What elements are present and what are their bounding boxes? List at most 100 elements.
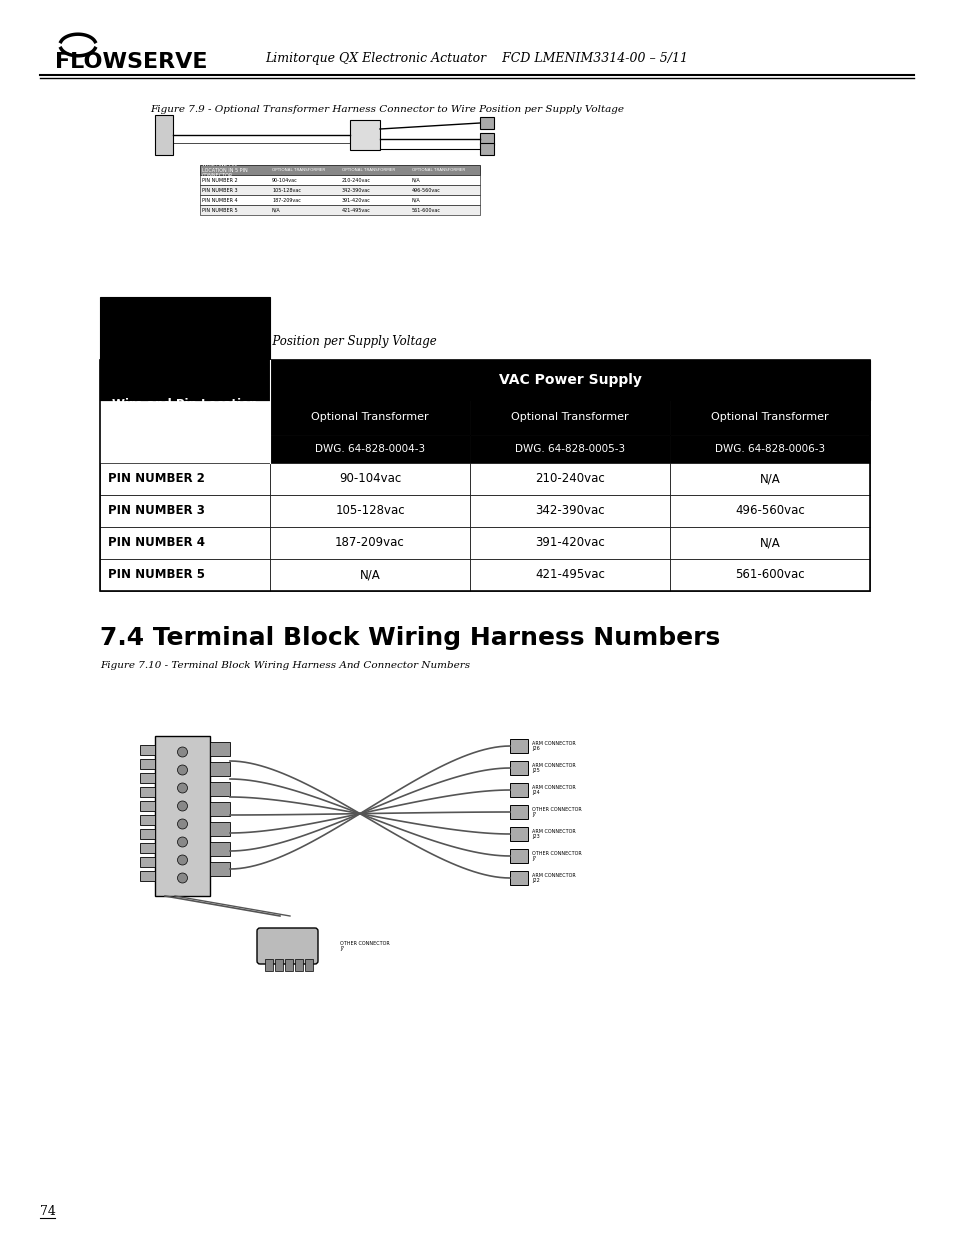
Bar: [305, 960, 313, 971]
Bar: [200, 175, 479, 185]
Bar: [100, 495, 270, 527]
Text: VAC Power Supply: VAC Power Supply: [498, 373, 640, 387]
Bar: [140, 815, 154, 825]
Bar: [210, 782, 230, 797]
Text: OPTIONAL TRANSFORMER: OPTIONAL TRANSFORMER: [341, 168, 395, 172]
Text: PIN NUMBER 2: PIN NUMBER 2: [108, 473, 205, 485]
Bar: [285, 960, 293, 971]
Text: PIN NUMBER 3: PIN NUMBER 3: [202, 188, 237, 193]
Bar: [479, 143, 494, 156]
Text: WIRE AND PIN
LOCATION IN 5 PIN
CONNECTOR: WIRE AND PIN LOCATION IN 5 PIN CONNECTOR: [202, 162, 248, 178]
Text: OTHER CONNECTOR
J?: OTHER CONNECTOR J?: [532, 851, 581, 861]
Bar: [510, 805, 527, 819]
Text: Limitorque QX Electronic Actuator    FCD LMENIM3314-00 – 5/11: Limitorque QX Electronic Actuator FCD LM…: [265, 52, 688, 65]
Bar: [350, 120, 379, 149]
Text: Optional Transformer: Optional Transformer: [511, 412, 628, 422]
Text: 421-495vac: 421-495vac: [341, 207, 371, 212]
Bar: [100, 359, 869, 592]
Text: 342-390vac: 342-390vac: [341, 188, 371, 193]
Text: N/A: N/A: [412, 198, 420, 203]
Bar: [210, 862, 230, 876]
Bar: [470, 559, 669, 592]
Bar: [100, 296, 270, 400]
Text: 561-600vac: 561-600vac: [735, 568, 804, 582]
Text: PIN NUMBER 4: PIN NUMBER 4: [108, 536, 205, 550]
Bar: [669, 495, 869, 527]
Circle shape: [177, 802, 188, 811]
Bar: [210, 762, 230, 776]
Bar: [669, 527, 869, 559]
Bar: [470, 495, 669, 527]
Text: 421-495vac: 421-495vac: [535, 568, 604, 582]
Bar: [200, 195, 479, 205]
Bar: [270, 435, 470, 463]
Text: 561-600vac: 561-600vac: [412, 207, 440, 212]
Bar: [154, 115, 172, 156]
Text: 496-560vac: 496-560vac: [735, 505, 804, 517]
Bar: [140, 857, 154, 867]
Text: N/A: N/A: [359, 568, 380, 582]
Bar: [510, 761, 527, 776]
Text: ARM CONNECTOR
J25: ARM CONNECTOR J25: [532, 762, 576, 773]
Text: OTHER CONNECTOR
J?: OTHER CONNECTOR J?: [339, 941, 390, 951]
Bar: [270, 527, 470, 559]
Bar: [510, 871, 527, 885]
Bar: [140, 829, 154, 839]
Text: DWG. 64-828-0006-3: DWG. 64-828-0006-3: [714, 445, 824, 454]
Bar: [294, 960, 303, 971]
Bar: [140, 844, 154, 853]
Text: PIN NUMBER 3: PIN NUMBER 3: [108, 505, 205, 517]
Text: OTHER CONNECTOR
J?: OTHER CONNECTOR J?: [532, 806, 581, 818]
Bar: [200, 185, 479, 195]
Text: 210-240vac: 210-240vac: [535, 473, 604, 485]
Bar: [510, 739, 527, 753]
Text: N/A: N/A: [759, 473, 780, 485]
Text: ARM CONNECTOR
J26: ARM CONNECTOR J26: [532, 741, 576, 751]
Bar: [200, 165, 479, 175]
Text: 342-390vac: 342-390vac: [535, 505, 604, 517]
Bar: [669, 463, 869, 495]
Bar: [270, 400, 470, 435]
Bar: [669, 559, 869, 592]
FancyBboxPatch shape: [256, 927, 317, 965]
Bar: [265, 960, 273, 971]
Text: Optional Transformer: Optional Transformer: [710, 412, 828, 422]
Text: N/A: N/A: [412, 178, 420, 183]
Bar: [470, 400, 669, 435]
Bar: [270, 463, 470, 495]
Text: N/A: N/A: [272, 207, 280, 212]
Bar: [210, 742, 230, 756]
Text: 90-104vac: 90-104vac: [272, 178, 297, 183]
Bar: [210, 823, 230, 836]
Text: 7.4 Terminal Block Wiring Harness Numbers: 7.4 Terminal Block Wiring Harness Number…: [100, 626, 720, 650]
Text: N/A: N/A: [759, 536, 780, 550]
Bar: [669, 435, 869, 463]
Bar: [140, 871, 154, 881]
Text: FLOWSERVE: FLOWSERVE: [55, 52, 208, 72]
Bar: [510, 827, 527, 841]
Text: Table 7.1 Connector to Wire Position per Supply Voltage: Table 7.1 Connector to Wire Position per…: [100, 335, 436, 348]
Bar: [479, 133, 494, 144]
Bar: [210, 802, 230, 816]
Bar: [140, 760, 154, 769]
Text: 391-420vac: 391-420vac: [341, 198, 371, 203]
Bar: [100, 559, 270, 592]
Circle shape: [177, 873, 188, 883]
Circle shape: [177, 764, 188, 776]
Text: 496-560vac: 496-560vac: [412, 188, 440, 193]
Bar: [100, 463, 270, 495]
Text: DWG. 64-828-0004-3: DWG. 64-828-0004-3: [314, 445, 425, 454]
Text: 391-420vac: 391-420vac: [535, 536, 604, 550]
Circle shape: [177, 837, 188, 847]
Text: ARM CONNECTOR
J22: ARM CONNECTOR J22: [532, 873, 576, 883]
Bar: [470, 463, 669, 495]
Text: Optional Transformer: Optional Transformer: [311, 412, 428, 422]
Bar: [270, 495, 470, 527]
Text: Figure 7.9 - Optional Transformer Harness Connector to Wire Position per Supply : Figure 7.9 - Optional Transformer Harnes…: [150, 105, 623, 114]
Text: Wire and Pin Location
in 5 Pin Connector: Wire and Pin Location in 5 Pin Connector: [112, 398, 257, 426]
Bar: [140, 745, 154, 755]
Bar: [669, 400, 869, 435]
Circle shape: [177, 819, 188, 829]
Text: PIN NUMBER 5: PIN NUMBER 5: [108, 568, 205, 582]
Text: PIN NUMBER 2: PIN NUMBER 2: [202, 178, 237, 183]
